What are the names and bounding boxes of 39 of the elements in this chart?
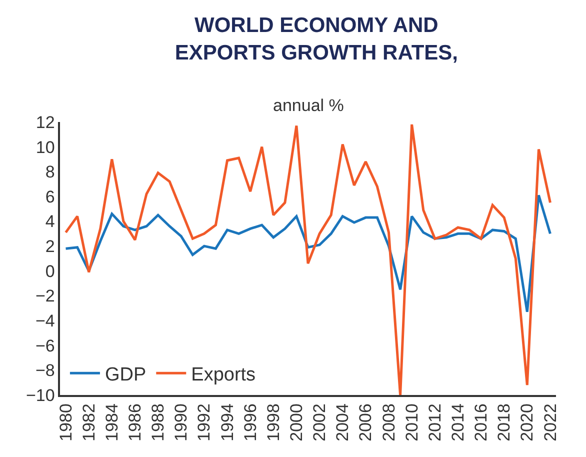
x-tick-label: 2000 xyxy=(286,404,306,442)
y-tick-label: 4 xyxy=(45,212,55,232)
x-tick-label: 1998 xyxy=(264,404,283,442)
x-tick-label: 1994 xyxy=(218,404,237,442)
x-tick-label: 2004 xyxy=(333,404,352,442)
y-tick-label: 6 xyxy=(45,187,55,206)
x-tick-label: 2008 xyxy=(379,404,398,442)
legend-label: GDP xyxy=(104,364,146,386)
x-tick-label: 2016 xyxy=(472,404,491,442)
y-tick-label: 12 xyxy=(36,112,55,132)
x-tick-label: 1982 xyxy=(79,404,98,442)
x-tick-label: 2022 xyxy=(540,404,560,442)
x-tick-label: 1996 xyxy=(240,404,260,442)
x-tick-label: 2010 xyxy=(402,404,422,442)
x-tick-label: 1988 xyxy=(148,404,168,442)
y-tick-label: 2 xyxy=(45,237,55,256)
y-tick-label: 10 xyxy=(36,138,55,157)
y-tick-label: 0 xyxy=(45,262,55,281)
x-tick-label: 2002 xyxy=(310,404,330,442)
y-tick-label: −4 xyxy=(35,312,55,330)
x-tick-label: 2006 xyxy=(356,404,376,442)
x-tick-label: 1980 xyxy=(56,404,76,442)
line-series xyxy=(64,123,552,395)
x-tick-label: 1984 xyxy=(102,404,122,442)
x-tick-label: 1990 xyxy=(172,404,191,442)
legend-label: Exports xyxy=(191,364,256,386)
chart-title: WORLD ECONOMY AND EXPORTS GROWTH RATES, xyxy=(174,14,458,64)
x-tick-label: 1986 xyxy=(126,404,145,442)
y-tick-label: −10 xyxy=(26,386,55,405)
x-tick-label: 2018 xyxy=(494,404,514,442)
y-tick-label: −6 xyxy=(35,336,55,356)
x-tick-label: 2014 xyxy=(448,404,468,442)
x-tick-label: 2020 xyxy=(518,404,537,442)
x-tick-label: 2012 xyxy=(425,404,444,442)
y-tick-label: −8 xyxy=(35,361,55,380)
chart-subtitle: annual % xyxy=(273,96,344,115)
y-tick-label: −2 xyxy=(35,286,55,306)
x-tick-label: 1992 xyxy=(194,404,214,442)
y-tick-label: 8 xyxy=(45,162,55,182)
